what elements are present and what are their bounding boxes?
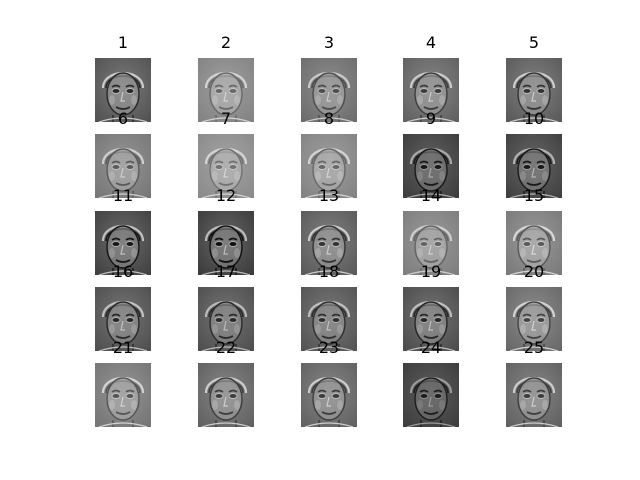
panel-title-21: 21 <box>112 338 134 357</box>
panel-title-18: 18 <box>318 262 340 281</box>
face-graphic-10 <box>506 134 562 198</box>
face-graphic-23 <box>301 363 357 427</box>
panel-title-3: 3 <box>323 33 335 52</box>
face-graphic-7 <box>198 134 254 198</box>
face-image-24 <box>403 363 459 427</box>
face-image-1 <box>95 58 151 122</box>
panel-title-4: 4 <box>425 33 437 52</box>
face-image-5 <box>506 58 562 122</box>
face-image-3 <box>301 58 357 122</box>
face-graphic-9 <box>403 134 459 198</box>
face-image-15 <box>506 211 562 275</box>
panel-title-13: 13 <box>318 186 340 205</box>
face-graphic-11 <box>95 211 151 275</box>
panel-title-9: 9 <box>425 109 437 128</box>
face-graphic-8 <box>301 134 357 198</box>
panel-title-2: 2 <box>220 33 232 52</box>
panel-title-20: 20 <box>523 262 545 281</box>
panel-title-5: 5 <box>528 33 540 52</box>
face-graphic-1 <box>95 58 151 122</box>
face-graphic-25 <box>506 363 562 427</box>
face-image-11 <box>95 211 151 275</box>
panel-title-16: 16 <box>112 262 134 281</box>
face-image-21 <box>95 363 151 427</box>
panel-title-7: 7 <box>220 109 232 128</box>
face-graphic-14 <box>403 211 459 275</box>
face-image-4 <box>403 58 459 122</box>
face-image-13 <box>301 211 357 275</box>
face-image-14 <box>403 211 459 275</box>
face-graphic-13 <box>301 211 357 275</box>
panel-title-11: 11 <box>112 186 134 205</box>
face-graphic-21 <box>95 363 151 427</box>
face-image-19 <box>403 287 459 351</box>
face-graphic-15 <box>506 211 562 275</box>
panel-title-19: 19 <box>420 262 442 281</box>
face-image-23 <box>301 363 357 427</box>
face-image-6 <box>95 134 151 198</box>
panel-title-1: 1 <box>117 33 129 52</box>
face-graphic-17 <box>198 287 254 351</box>
face-graphic-18 <box>301 287 357 351</box>
face-graphic-20 <box>506 287 562 351</box>
panel-title-15: 15 <box>523 186 545 205</box>
face-graphic-12 <box>198 211 254 275</box>
panel-title-6: 6 <box>117 109 129 128</box>
face-graphic-19 <box>403 287 459 351</box>
face-image-17 <box>198 287 254 351</box>
face-graphic-6 <box>95 134 151 198</box>
face-graphic-4 <box>403 58 459 122</box>
face-image-20 <box>506 287 562 351</box>
face-graphic-24 <box>403 363 459 427</box>
face-graphic-3 <box>301 58 357 122</box>
panel-title-10: 10 <box>523 109 545 128</box>
face-graphic-22 <box>198 363 254 427</box>
face-graphic-5 <box>506 58 562 122</box>
face-image-22 <box>198 363 254 427</box>
panel-title-23: 23 <box>318 338 340 357</box>
face-graphic-16 <box>95 287 151 351</box>
face-image-16 <box>95 287 151 351</box>
panel-title-22: 22 <box>215 338 237 357</box>
panel-title-8: 8 <box>323 109 335 128</box>
face-image-18 <box>301 287 357 351</box>
panel-title-25: 25 <box>523 338 545 357</box>
face-graphic-2 <box>198 58 254 122</box>
face-image-2 <box>198 58 254 122</box>
face-image-7 <box>198 134 254 198</box>
face-image-25 <box>506 363 562 427</box>
panel-title-14: 14 <box>420 186 442 205</box>
face-image-8 <box>301 134 357 198</box>
face-image-9 <box>403 134 459 198</box>
face-image-12 <box>198 211 254 275</box>
panel-title-17: 17 <box>215 262 237 281</box>
panel-title-24: 24 <box>420 338 442 357</box>
panel-title-12: 12 <box>215 186 237 205</box>
face-image-10 <box>506 134 562 198</box>
